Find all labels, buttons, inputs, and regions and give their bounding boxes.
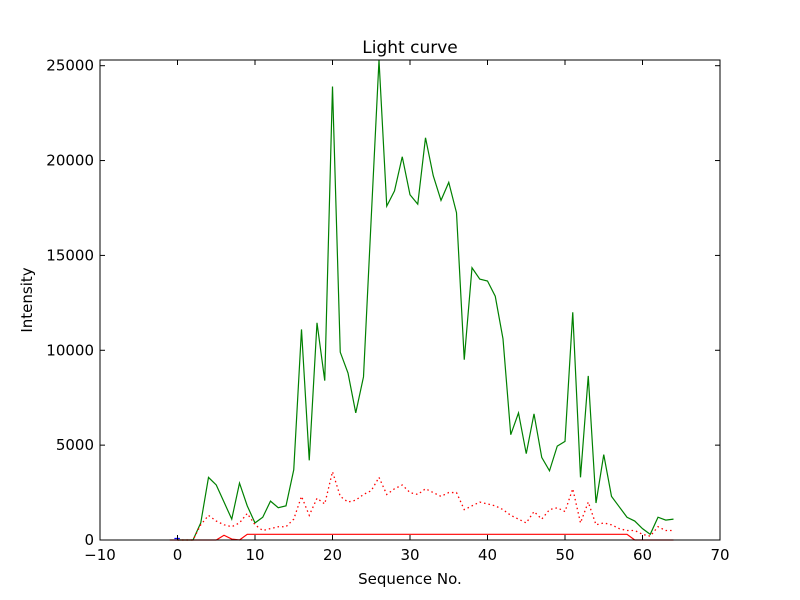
y-tick-label: 25000 [46, 57, 94, 75]
x-tick-label: 40 [478, 546, 497, 564]
y-tick-label: 15000 [46, 246, 94, 264]
y-tick-label: 10000 [46, 341, 94, 359]
x-tick-label: 60 [633, 546, 652, 564]
y-tick-label: 5000 [56, 436, 94, 454]
x-tick-label: −10 [84, 546, 116, 564]
y-tick-label: 20000 [46, 152, 94, 170]
x-tick-label: 30 [400, 546, 419, 564]
series-layer [169, 59, 674, 541]
x-axis-title: Sequence No. [358, 570, 462, 588]
x-tick-label: 0 [173, 546, 183, 564]
x-tick-label: 70 [710, 546, 729, 564]
x-tick-label: 20 [323, 546, 342, 564]
y-tick-label: 0 [84, 531, 94, 549]
chart-title: Light curve [362, 38, 457, 58]
series-line-2 [177, 469, 674, 541]
series-line-1 [177, 59, 674, 541]
plot-frame [99, 59, 721, 541]
ticks-layer: −10 0 10 20 30 40 50 60 700500010000150002000025… [46, 57, 729, 564]
y-axis-title: Intensity [18, 267, 36, 332]
x-tick-label: 10 [245, 546, 264, 564]
series-line-3 [169, 533, 674, 541]
x-tick-label: 50 [555, 546, 574, 564]
